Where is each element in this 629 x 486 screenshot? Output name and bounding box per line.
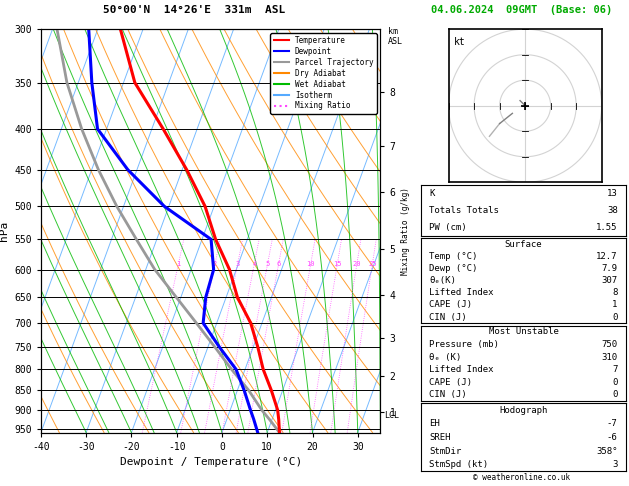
Text: 3: 3 bbox=[612, 460, 618, 469]
X-axis label: Dewpoint / Temperature (°C): Dewpoint / Temperature (°C) bbox=[120, 457, 302, 467]
Text: 6: 6 bbox=[277, 260, 281, 267]
Text: StmSpd (kt): StmSpd (kt) bbox=[430, 460, 489, 469]
Text: Most Unstable: Most Unstable bbox=[489, 328, 559, 336]
Text: Temp (°C): Temp (°C) bbox=[430, 252, 478, 261]
Text: 38: 38 bbox=[607, 206, 618, 215]
Text: PW (cm): PW (cm) bbox=[430, 223, 467, 232]
Text: 1: 1 bbox=[176, 260, 181, 267]
Y-axis label: hPa: hPa bbox=[0, 221, 9, 241]
Text: 750: 750 bbox=[601, 340, 618, 349]
Text: 12.7: 12.7 bbox=[596, 252, 618, 261]
Text: 310: 310 bbox=[601, 352, 618, 362]
Text: 20: 20 bbox=[353, 260, 361, 267]
Text: StmDir: StmDir bbox=[430, 447, 462, 455]
Text: Lifted Index: Lifted Index bbox=[430, 288, 494, 297]
Text: EH: EH bbox=[430, 419, 440, 428]
Text: 25: 25 bbox=[368, 260, 377, 267]
Text: SREH: SREH bbox=[430, 433, 451, 442]
Text: θₑ(K): θₑ(K) bbox=[430, 276, 457, 285]
Text: CIN (J): CIN (J) bbox=[430, 390, 467, 399]
Text: 358°: 358° bbox=[596, 447, 618, 455]
Text: 7.9: 7.9 bbox=[601, 264, 618, 273]
Text: Dewp (°C): Dewp (°C) bbox=[430, 264, 478, 273]
Text: 1: 1 bbox=[612, 300, 618, 310]
Text: 13: 13 bbox=[607, 189, 618, 198]
Text: 1.55: 1.55 bbox=[596, 223, 618, 232]
Text: Hodograph: Hodograph bbox=[499, 406, 548, 415]
Text: km
ASL: km ASL bbox=[388, 27, 403, 46]
Text: 0: 0 bbox=[612, 390, 618, 399]
Text: © weatheronline.co.uk: © weatheronline.co.uk bbox=[474, 473, 571, 482]
Text: 0: 0 bbox=[612, 312, 618, 322]
Text: 8: 8 bbox=[612, 288, 618, 297]
Text: 4: 4 bbox=[252, 260, 257, 267]
Text: -6: -6 bbox=[607, 433, 618, 442]
Text: LCL: LCL bbox=[384, 411, 399, 420]
Text: 307: 307 bbox=[601, 276, 618, 285]
Text: 2: 2 bbox=[213, 260, 217, 267]
Text: Lifted Index: Lifted Index bbox=[430, 365, 494, 374]
Legend: Temperature, Dewpoint, Parcel Trajectory, Dry Adiabat, Wet Adiabat, Isotherm, Mi: Temperature, Dewpoint, Parcel Trajectory… bbox=[270, 33, 377, 114]
Text: CIN (J): CIN (J) bbox=[430, 312, 467, 322]
Text: 15: 15 bbox=[333, 260, 342, 267]
Text: Totals Totals: Totals Totals bbox=[430, 206, 499, 215]
Text: Mixing Ratio (g/kg): Mixing Ratio (g/kg) bbox=[401, 187, 410, 275]
Text: 7: 7 bbox=[612, 365, 618, 374]
Text: θₑ (K): θₑ (K) bbox=[430, 352, 462, 362]
Text: CAPE (J): CAPE (J) bbox=[430, 378, 472, 387]
Text: 10: 10 bbox=[306, 260, 315, 267]
Text: kt: kt bbox=[454, 37, 465, 47]
Text: 0: 0 bbox=[612, 378, 618, 387]
Text: CAPE (J): CAPE (J) bbox=[430, 300, 472, 310]
Text: K: K bbox=[430, 189, 435, 198]
Text: 3: 3 bbox=[235, 260, 240, 267]
Text: 04.06.2024  09GMT  (Base: 06): 04.06.2024 09GMT (Base: 06) bbox=[431, 5, 613, 15]
Text: Surface: Surface bbox=[504, 240, 542, 249]
Text: Pressure (mb): Pressure (mb) bbox=[430, 340, 499, 349]
Text: 50°00'N  14°26'E  331m  ASL: 50°00'N 14°26'E 331m ASL bbox=[103, 5, 285, 15]
Text: -7: -7 bbox=[607, 419, 618, 428]
Text: 5: 5 bbox=[265, 260, 270, 267]
